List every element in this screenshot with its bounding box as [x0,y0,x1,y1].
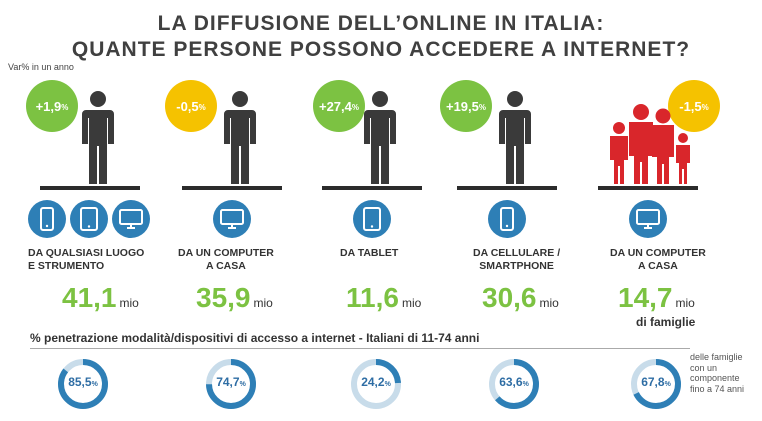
ring-gauge [351,359,401,409]
penetration-divider [30,348,690,349]
user-count-unit: mio [539,296,559,310]
tablet-icon [70,200,108,238]
ring-number: 74,7 [216,375,240,389]
family-note: delle famiglie con un componente fino a … [690,352,760,394]
note-line: fino a 74 anni [690,383,745,394]
note-line: con un [690,362,718,373]
access-label-line-1: DA UN COMPUTER [178,247,274,259]
baseline [322,186,422,190]
monitor-icon [629,200,667,238]
user-count-unit: mio [253,296,273,310]
person-icon [497,90,533,191]
access-label: DA UN COMPUTER A CASA [178,247,274,273]
access-label-line-2: A CASA [205,260,246,272]
ring-number: 85,5 [68,375,92,389]
access-label-line-1: DA QUALSIASI LUOGO [28,247,145,259]
user-count-sub: di famiglie [636,315,696,329]
ring-number: 24,2 [361,375,385,389]
smartphone-icon [488,200,526,238]
user-count-value: 41,1 mio [62,282,139,314]
user-count-number: 14,7 [618,282,673,313]
badge-value: +1,9 [35,98,62,114]
user-count-number: 30,6 [482,282,537,313]
user-count-unit: mio [401,296,422,310]
ring-percent: % [239,381,246,388]
access-label-line-1: DA UN COMPUTER [610,247,706,259]
badge-value: +27,4 [318,98,352,114]
ring-number: 63,6 [499,375,523,389]
user-count-value: 30,6 mio [482,282,559,314]
ring-percent: % [664,381,671,388]
tablet-icon [353,200,391,238]
badge-value: -1,5 [679,98,702,114]
access-label: DA TABLET [340,247,398,260]
ring-value: 85,5% [57,375,109,389]
access-label-line-2: E STRUMENTO [28,260,105,272]
ring-number: 67,8 [641,375,665,389]
variation-badge: +19,5% [440,80,492,132]
monitor-icon [112,200,150,238]
badge-percent: % [351,103,360,112]
baseline [457,186,557,190]
access-label-line-2: SMARTPHONE [479,260,554,272]
user-count-value: 35,9 mio [196,282,273,314]
user-count-value: 14,7 mio [618,282,695,314]
user-count-number: 41,1 [62,282,117,313]
variation-badge: -0,5% [165,80,217,132]
access-label-line-2: A CASA [637,260,678,272]
user-count-number: 35,9 [196,282,251,313]
baseline [182,186,282,190]
ring-gauge [206,359,256,409]
ring-value: 24,2% [350,375,402,389]
ring-percent: % [384,381,391,388]
user-count-value: 11,6 mio [346,282,421,314]
person-icon [80,90,116,191]
user-count-unit: mio [119,296,139,310]
person-icon [222,90,258,191]
note-line: componente [690,373,740,383]
badge-percent: % [198,103,206,112]
badge-percent: % [478,103,487,112]
ring-value: 67,8% [630,375,682,389]
access-label: DA QUALSIASI LUOGO E STRUMENTO [28,247,144,273]
title-line-2: QUANTE PERSONE POSSONO ACCEDERE A INTERN… [71,38,691,61]
monitor-icon [213,200,251,238]
variation-badge: +27,4% [313,80,365,132]
ring-value: 74,7% [205,375,257,389]
access-label: DA CELLULARE / SMARTPHONE [473,247,560,273]
badge-percent: % [701,103,709,112]
access-label-line-1: DA TABLET [340,247,399,259]
user-count-number: 11,6 [346,282,399,313]
access-label-line-1: DA CELLULARE / [473,247,561,259]
variation-badge: +1,9% [26,80,78,132]
ring-gauge [489,359,539,409]
ring-percent: % [91,381,98,388]
badge-percent: % [61,103,69,112]
person-icon [362,90,398,191]
family-icon [605,98,695,189]
badge-value: -0,5 [176,98,199,114]
note-line: delle famiglie [690,352,743,362]
var-label: Var% in un anno [8,62,74,72]
ring-gauge [631,359,681,409]
ring-value: 63,6% [488,375,540,389]
penetration-title: % penetrazione modalità/dispositivi di a… [30,331,480,345]
variation-badge: -1,5% [668,80,720,132]
title-line-1: LA DIFFUSIONE DELL’ONLINE IN ITALIA: [157,12,605,35]
ring-gauge [58,359,108,409]
badge-value: +19,5 [445,98,479,114]
baseline [40,186,140,190]
baseline [598,186,698,190]
smartphone-icon [28,200,66,238]
user-count-unit: mio [675,296,695,310]
ring-percent: % [522,381,529,388]
access-label: DA UN COMPUTER A CASA [610,247,706,273]
